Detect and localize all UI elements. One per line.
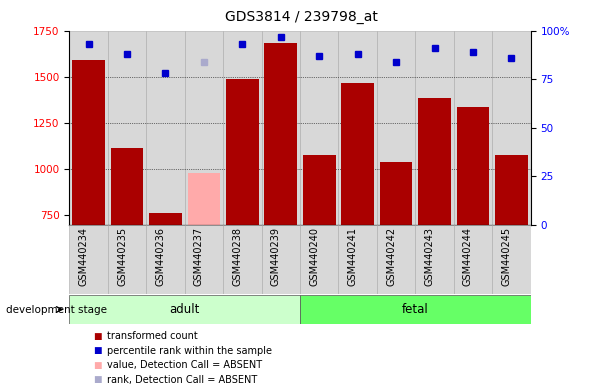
Bar: [265, 43, 297, 225]
Bar: [108, 225, 146, 294]
Bar: [415, 31, 453, 225]
Bar: [495, 156, 528, 225]
Bar: [454, 225, 492, 294]
Bar: [377, 225, 415, 294]
Text: GSM440241: GSM440241: [348, 227, 358, 286]
Bar: [185, 225, 223, 294]
Bar: [492, 31, 531, 225]
Bar: [377, 31, 415, 225]
Bar: [185, 31, 223, 225]
Bar: [69, 31, 108, 225]
Bar: [262, 31, 300, 225]
Bar: [223, 225, 262, 294]
Bar: [149, 213, 182, 225]
Bar: [456, 108, 489, 225]
Bar: [300, 295, 531, 324]
Text: GSM440240: GSM440240: [309, 227, 319, 286]
Text: ■: ■: [93, 361, 102, 370]
Text: fetal: fetal: [402, 303, 429, 316]
Text: GDS3814 / 239798_at: GDS3814 / 239798_at: [225, 10, 378, 23]
Text: ■: ■: [93, 346, 102, 355]
Text: GSM440234: GSM440234: [78, 227, 89, 286]
Text: percentile rank within the sample: percentile rank within the sample: [107, 346, 272, 356]
Text: GSM440235: GSM440235: [117, 227, 127, 286]
Bar: [454, 31, 492, 225]
Text: GSM440245: GSM440245: [502, 227, 511, 286]
Text: GSM440236: GSM440236: [156, 227, 165, 286]
Bar: [72, 60, 105, 225]
Bar: [146, 31, 185, 225]
Bar: [338, 31, 377, 225]
Text: GSM440238: GSM440238: [232, 227, 242, 286]
Text: GSM440237: GSM440237: [194, 227, 204, 286]
Text: transformed count: transformed count: [107, 331, 197, 341]
Bar: [69, 295, 300, 324]
Bar: [415, 225, 453, 294]
Bar: [262, 225, 300, 294]
Text: GSM440242: GSM440242: [386, 227, 396, 286]
Bar: [69, 225, 108, 294]
Bar: [380, 162, 412, 225]
Text: value, Detection Call = ABSENT: value, Detection Call = ABSENT: [107, 360, 262, 370]
Bar: [338, 225, 377, 294]
Bar: [146, 225, 185, 294]
Text: rank, Detection Call = ABSENT: rank, Detection Call = ABSENT: [107, 375, 257, 384]
Text: ■: ■: [93, 331, 102, 341]
Bar: [418, 98, 451, 225]
Bar: [303, 156, 335, 225]
Bar: [341, 83, 374, 225]
Bar: [300, 31, 338, 225]
Text: GSM440244: GSM440244: [463, 227, 473, 286]
Bar: [223, 31, 262, 225]
Text: GSM440239: GSM440239: [271, 227, 281, 286]
Bar: [300, 225, 338, 294]
Bar: [188, 173, 220, 225]
Bar: [111, 148, 144, 225]
Text: development stage: development stage: [6, 305, 107, 314]
Text: ■: ■: [93, 375, 102, 384]
Bar: [108, 31, 146, 225]
Bar: [492, 225, 531, 294]
Text: adult: adult: [169, 303, 200, 316]
Text: GSM440243: GSM440243: [425, 227, 435, 286]
Bar: [226, 79, 259, 225]
